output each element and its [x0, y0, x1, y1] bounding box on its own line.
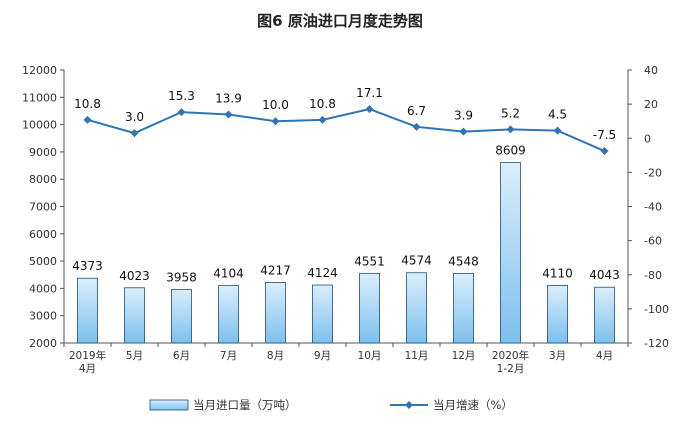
bar — [547, 284, 568, 344]
growth-value-label: 4.5 — [548, 108, 567, 122]
bar — [77, 277, 98, 344]
data-labels: 4373 4023 3958 4104 4217 4124 4551 4574 4548 8609… — [72, 86, 620, 284]
bar-value-label: 4551 — [354, 254, 385, 268]
bar-value-label: 3958 — [166, 271, 197, 285]
growth-value-label: 3.9 — [454, 109, 473, 123]
growth-value-label: 10.8 — [74, 97, 101, 111]
left-tick-label: 7000 — [29, 201, 57, 214]
bar-value-label: 4373 — [72, 259, 103, 273]
bar — [359, 272, 380, 344]
legend-bar-swatch — [149, 399, 189, 411]
bar — [594, 286, 615, 344]
bar — [406, 272, 427, 344]
x-tick-label: 3月 — [549, 350, 566, 362]
x-tick-label: 6月 — [173, 350, 190, 362]
right-tick-label: 20 — [644, 98, 658, 111]
x-tick-label: 11月 — [405, 350, 429, 362]
growth-value-label: 5.2 — [501, 106, 520, 120]
chart-title: 图6 原油进口月度走势图 — [257, 12, 423, 30]
growth-point — [553, 126, 562, 135]
growth-point — [459, 127, 468, 136]
growth-point — [365, 105, 374, 114]
x-tick-label: 2020年 1-2月 — [492, 349, 529, 375]
left-tick-label: 12000 — [22, 64, 57, 77]
right-tick-label: -40 — [644, 201, 662, 214]
growth-point — [224, 110, 233, 119]
growth-point — [318, 115, 327, 124]
growth-point — [506, 125, 515, 134]
right-tick-label: -80 — [644, 269, 662, 282]
growth-point — [271, 117, 280, 126]
bar-value-label: 8609 — [495, 144, 526, 158]
right-tick-label: -120 — [644, 337, 669, 350]
right-tick-label: -60 — [644, 235, 662, 248]
bar-value-label: 4110 — [542, 266, 573, 280]
bar — [171, 289, 192, 344]
bar — [265, 282, 286, 344]
legend: 当月进口量（万吨） 当月增速（%） — [149, 398, 513, 412]
growth-point — [600, 147, 609, 156]
x-tick-label: 10月 — [358, 350, 382, 362]
bar-value-label: 4574 — [401, 254, 432, 268]
bar — [312, 284, 333, 344]
left-tick-label: 2000 — [29, 337, 57, 350]
bar-value-label: 4104 — [213, 267, 244, 281]
bars-series — [77, 162, 615, 344]
x-tick-label: 9月 — [314, 350, 331, 362]
growth-point — [130, 129, 139, 138]
growth-point — [83, 115, 92, 124]
right-tick-label: -20 — [644, 166, 662, 179]
x-tick-label: 2019年 4月 — [69, 349, 106, 375]
left-tick-label: 10000 — [22, 119, 57, 132]
right-tick-label: -100 — [644, 303, 669, 316]
x-tick-label: 7月 — [220, 350, 237, 362]
growth-value-label: 10.8 — [309, 97, 336, 111]
bar-value-label: 4124 — [307, 266, 338, 280]
bar — [500, 162, 521, 344]
growth-value-label: 6.7 — [407, 104, 426, 118]
growth-value-label: 10.0 — [262, 98, 289, 112]
bar — [453, 273, 474, 344]
growth-value-label: 13.9 — [215, 92, 242, 106]
growth-point — [412, 122, 421, 131]
left-tick-label: 11000 — [22, 91, 57, 104]
left-tick-label: 9000 — [29, 146, 57, 159]
bar — [124, 287, 145, 344]
x-tick-label: 12月 — [452, 350, 476, 362]
x-tick-label: 8月 — [267, 350, 284, 362]
bar-value-label: 4548 — [448, 254, 479, 268]
legend-line-label: 当月增速（%） — [433, 398, 513, 412]
growth-line-series — [83, 105, 609, 156]
growth-line — [87, 108, 605, 152]
legend-bar-label: 当月进口量（万吨） — [193, 398, 297, 412]
bar-value-label: 4217 — [260, 263, 291, 277]
growth-value-label: -7.5 — [593, 128, 616, 142]
bar — [218, 285, 239, 344]
x-tick-label: 5月 — [126, 350, 143, 362]
x-tick-label: 4月 — [596, 350, 613, 362]
right-tick-label: 0 — [644, 132, 651, 145]
growth-value-label: 15.3 — [168, 89, 195, 103]
growth-point — [177, 108, 186, 117]
legend-line-marker — [405, 401, 413, 409]
left-tick-label: 3000 — [29, 310, 57, 323]
growth-value-label: 17.1 — [356, 86, 383, 100]
bar-value-label: 4023 — [119, 269, 150, 283]
left-tick-label: 5000 — [29, 255, 57, 268]
bar-value-label: 4043 — [589, 268, 620, 282]
left-tick-label: 4000 — [29, 282, 57, 295]
left-tick-label: 8000 — [29, 173, 57, 186]
axes: 2000 3000 4000 5000 6000 7000 8000 9000 10000 110… — [22, 64, 669, 375]
right-tick-label: 40 — [644, 64, 658, 77]
growth-value-label: 3.0 — [125, 110, 144, 124]
left-tick-label: 6000 — [29, 228, 57, 241]
